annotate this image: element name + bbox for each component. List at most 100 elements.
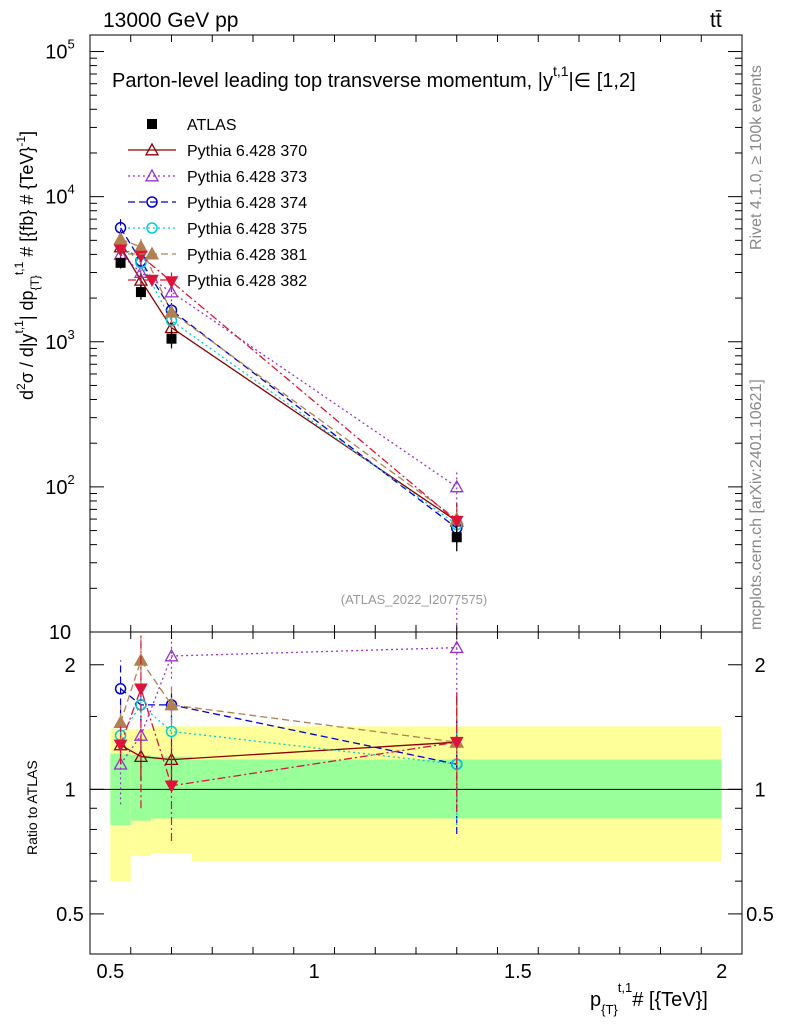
legend-label: Pythia 6.428 375 <box>187 221 307 238</box>
mcplots-label: mcplots.cern.ch [arXiv:2401.10621] <box>748 379 765 630</box>
main-series-group <box>113 219 464 552</box>
ratio-point <box>133 749 149 763</box>
chart-title: Parton-level leading top transverse mome… <box>112 63 636 92</box>
x-tick-label: 1 <box>309 961 320 983</box>
chart-title-sup: t,1 <box>553 63 569 79</box>
ratio-series-line <box>120 688 457 765</box>
ratio-series-group <box>113 604 464 842</box>
ratio-y-tick-label-right: 2 <box>754 655 765 677</box>
main-y-tick-label: 103 <box>45 327 74 354</box>
ylabel-part-6: t,1 <box>12 261 26 275</box>
series-line <box>120 249 458 522</box>
main-y-tick-label: 105 <box>45 37 74 64</box>
legend-label: Pythia 6.428 382 <box>187 273 307 290</box>
series-point <box>113 244 128 257</box>
ratio-point <box>114 683 127 695</box>
legend-marker <box>144 168 160 182</box>
legend-label: ATLAS <box>187 117 237 134</box>
ratio-point <box>164 780 179 793</box>
ratio-y-tick-label-left: 0.5 <box>56 904 84 926</box>
series-point <box>164 284 179 298</box>
legend-entry: Pythia 6.428 381 <box>128 246 307 264</box>
ratio-bands <box>90 726 742 882</box>
ratio-y-tick-label-left: 1 <box>64 779 75 801</box>
process-label: tt̄ <box>710 9 722 32</box>
x-axis-label: p{T}t,1# [{TeV}] <box>590 980 708 1017</box>
legend-entry: Pythia 6.428 375 <box>128 221 307 238</box>
ylabel-part-7: # [{fb} # {TeV} <box>17 147 37 262</box>
series-point <box>113 231 128 245</box>
legend-marker <box>147 119 157 129</box>
ratio-point <box>164 697 179 711</box>
main-y-tick-base: 10 <box>45 187 67 209</box>
legend-label: Pythia 6.428 370 <box>187 143 307 160</box>
series-point <box>133 239 149 253</box>
ylabel-part-1: 2 <box>14 383 28 390</box>
main-y-tick-base: 10 <box>49 622 71 644</box>
ratio-series-line <box>119 658 457 743</box>
legend-label: Pythia 6.428 381 <box>187 247 307 264</box>
ratio-point <box>113 739 128 752</box>
series-line <box>120 227 458 529</box>
legend-marker <box>145 274 159 288</box>
legend-entry: Pythia 6.428 373 <box>128 168 307 186</box>
ylabel-part-8: -1 <box>14 136 28 147</box>
x-tick-label: 1.5 <box>504 961 532 983</box>
main-y-tick-base: 10 <box>45 332 67 354</box>
main-y-tick-base: 10 <box>45 477 67 499</box>
data-point <box>166 333 177 344</box>
analysis-label: (ATLAS_2022_I2077575) <box>341 592 487 607</box>
legend-entry: Pythia 6.428 370 <box>128 142 307 160</box>
data-series <box>115 257 462 552</box>
series-point <box>449 479 464 493</box>
series-point <box>164 276 179 289</box>
main-y-tick-exp: 5 <box>68 37 75 52</box>
ratio-series-5 <box>113 635 464 842</box>
series-point <box>164 304 179 318</box>
series-line <box>120 253 458 488</box>
ratio-point <box>449 640 464 654</box>
legend: ATLAS Pythia 6.428 370 Pythia 6.428 373 Pyt… <box>128 117 307 290</box>
ratio-y-tick-label-right: 0.5 <box>746 904 774 926</box>
series-point <box>133 273 149 286</box>
main-y-axis-label: d2σ / d|yt,1| dp{T}t,1 # [{fb} # {TeV}-1… <box>12 131 42 400</box>
xlabel-main: p <box>590 989 601 1011</box>
series-line <box>120 243 458 526</box>
series-2 <box>114 219 463 545</box>
ylabel-part-3: t,1 <box>12 320 26 334</box>
legend-entry: Pythia 6.428 382 <box>128 273 307 290</box>
chart-title-tail: |∈ [1,2] <box>569 70 636 92</box>
main-y-tick-label: 104 <box>45 182 74 209</box>
ratio-y-tick-label-right: 1 <box>754 779 765 801</box>
energy-label: 13000 GeV pp <box>103 9 238 32</box>
ratio-series-line <box>119 686 457 787</box>
chart-title-main: Parton-level leading top transverse mome… <box>112 70 553 92</box>
x-tick-label: 0.5 <box>96 961 124 983</box>
series-point <box>133 265 149 278</box>
main-y-tick-exp: 4 <box>68 182 75 197</box>
x-tick-label: 2 <box>716 961 727 983</box>
legend-marker <box>146 222 158 234</box>
x-ticks: 0.5 1 1.5 2 <box>89 35 743 983</box>
data-point <box>451 532 462 543</box>
legend-entry: ATLAS <box>147 117 237 134</box>
xlabel-sup: t,1 <box>618 980 632 995</box>
data-point <box>135 287 146 298</box>
data-point <box>115 257 126 268</box>
ylabel-part-5: {T} <box>28 275 42 290</box>
ylabel-part-0: d <box>17 390 37 400</box>
main-y-tick-label: 10 <box>49 622 71 644</box>
ratio-series-line <box>120 703 457 765</box>
ylabel-part-4: | dp <box>17 290 37 320</box>
main-y-tick-exp: 3 <box>68 327 75 342</box>
ylabel-part-2: σ / d|y <box>17 333 37 383</box>
legend-marker <box>144 246 160 260</box>
main-y-tick-exp: 2 <box>68 472 75 487</box>
ratio-point <box>113 715 128 729</box>
legend-label: Pythia 6.428 373 <box>187 169 307 186</box>
legend-entry: Pythia 6.428 374 <box>128 195 307 212</box>
ratio-y-axis-label: Ratio to ATLAS <box>24 760 40 855</box>
ratio-point <box>449 736 464 750</box>
